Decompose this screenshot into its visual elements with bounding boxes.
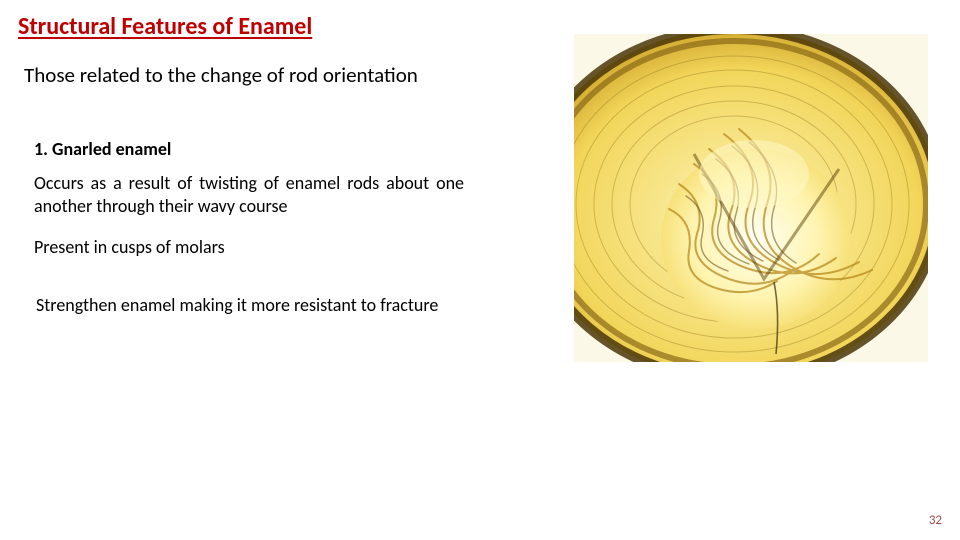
body-paragraph: Occurs as a result of twisting of enamel… (34, 172, 464, 217)
section-heading: 1. Gnarled enamel (34, 138, 171, 160)
body-paragraph: Present in cusps of molars (34, 236, 464, 259)
enamel-micrograph (574, 34, 928, 362)
page-number: 32 (929, 513, 942, 528)
slide-title: Structural Features of Enamel (18, 12, 312, 41)
slide-subtitle: Those related to the change of rod orien… (24, 62, 418, 88)
body-paragraph: Strengthen enamel making it more resista… (36, 294, 456, 317)
